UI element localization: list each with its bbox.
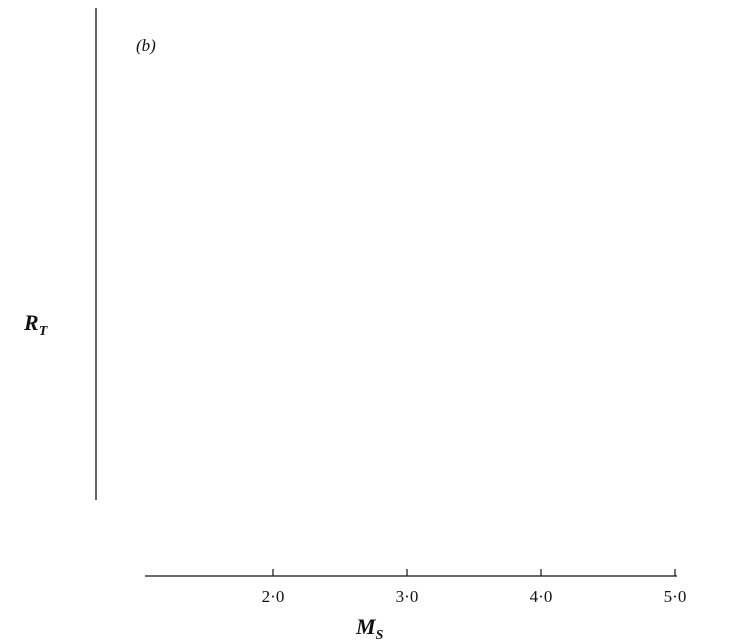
- panel-label: (b): [136, 36, 156, 55]
- x-tick-label: 5·0: [664, 587, 687, 606]
- y-axis-title-sub: T: [39, 324, 49, 339]
- y-axis-title-main: R: [23, 310, 39, 335]
- x-axis-title-main: M: [355, 614, 377, 639]
- x-tick-label: 2·0: [262, 587, 285, 606]
- y-axis-title: RT: [23, 310, 49, 339]
- x-tick-label: 4·0: [530, 587, 553, 606]
- x-tick-label: 3·0: [396, 587, 419, 606]
- x-axis-title-sub: S: [376, 628, 384, 643]
- axes: [95, 8, 677, 577]
- ticks: 2·03·04·05·0350040004500: [262, 569, 687, 606]
- x-axis-title: MS: [355, 614, 384, 643]
